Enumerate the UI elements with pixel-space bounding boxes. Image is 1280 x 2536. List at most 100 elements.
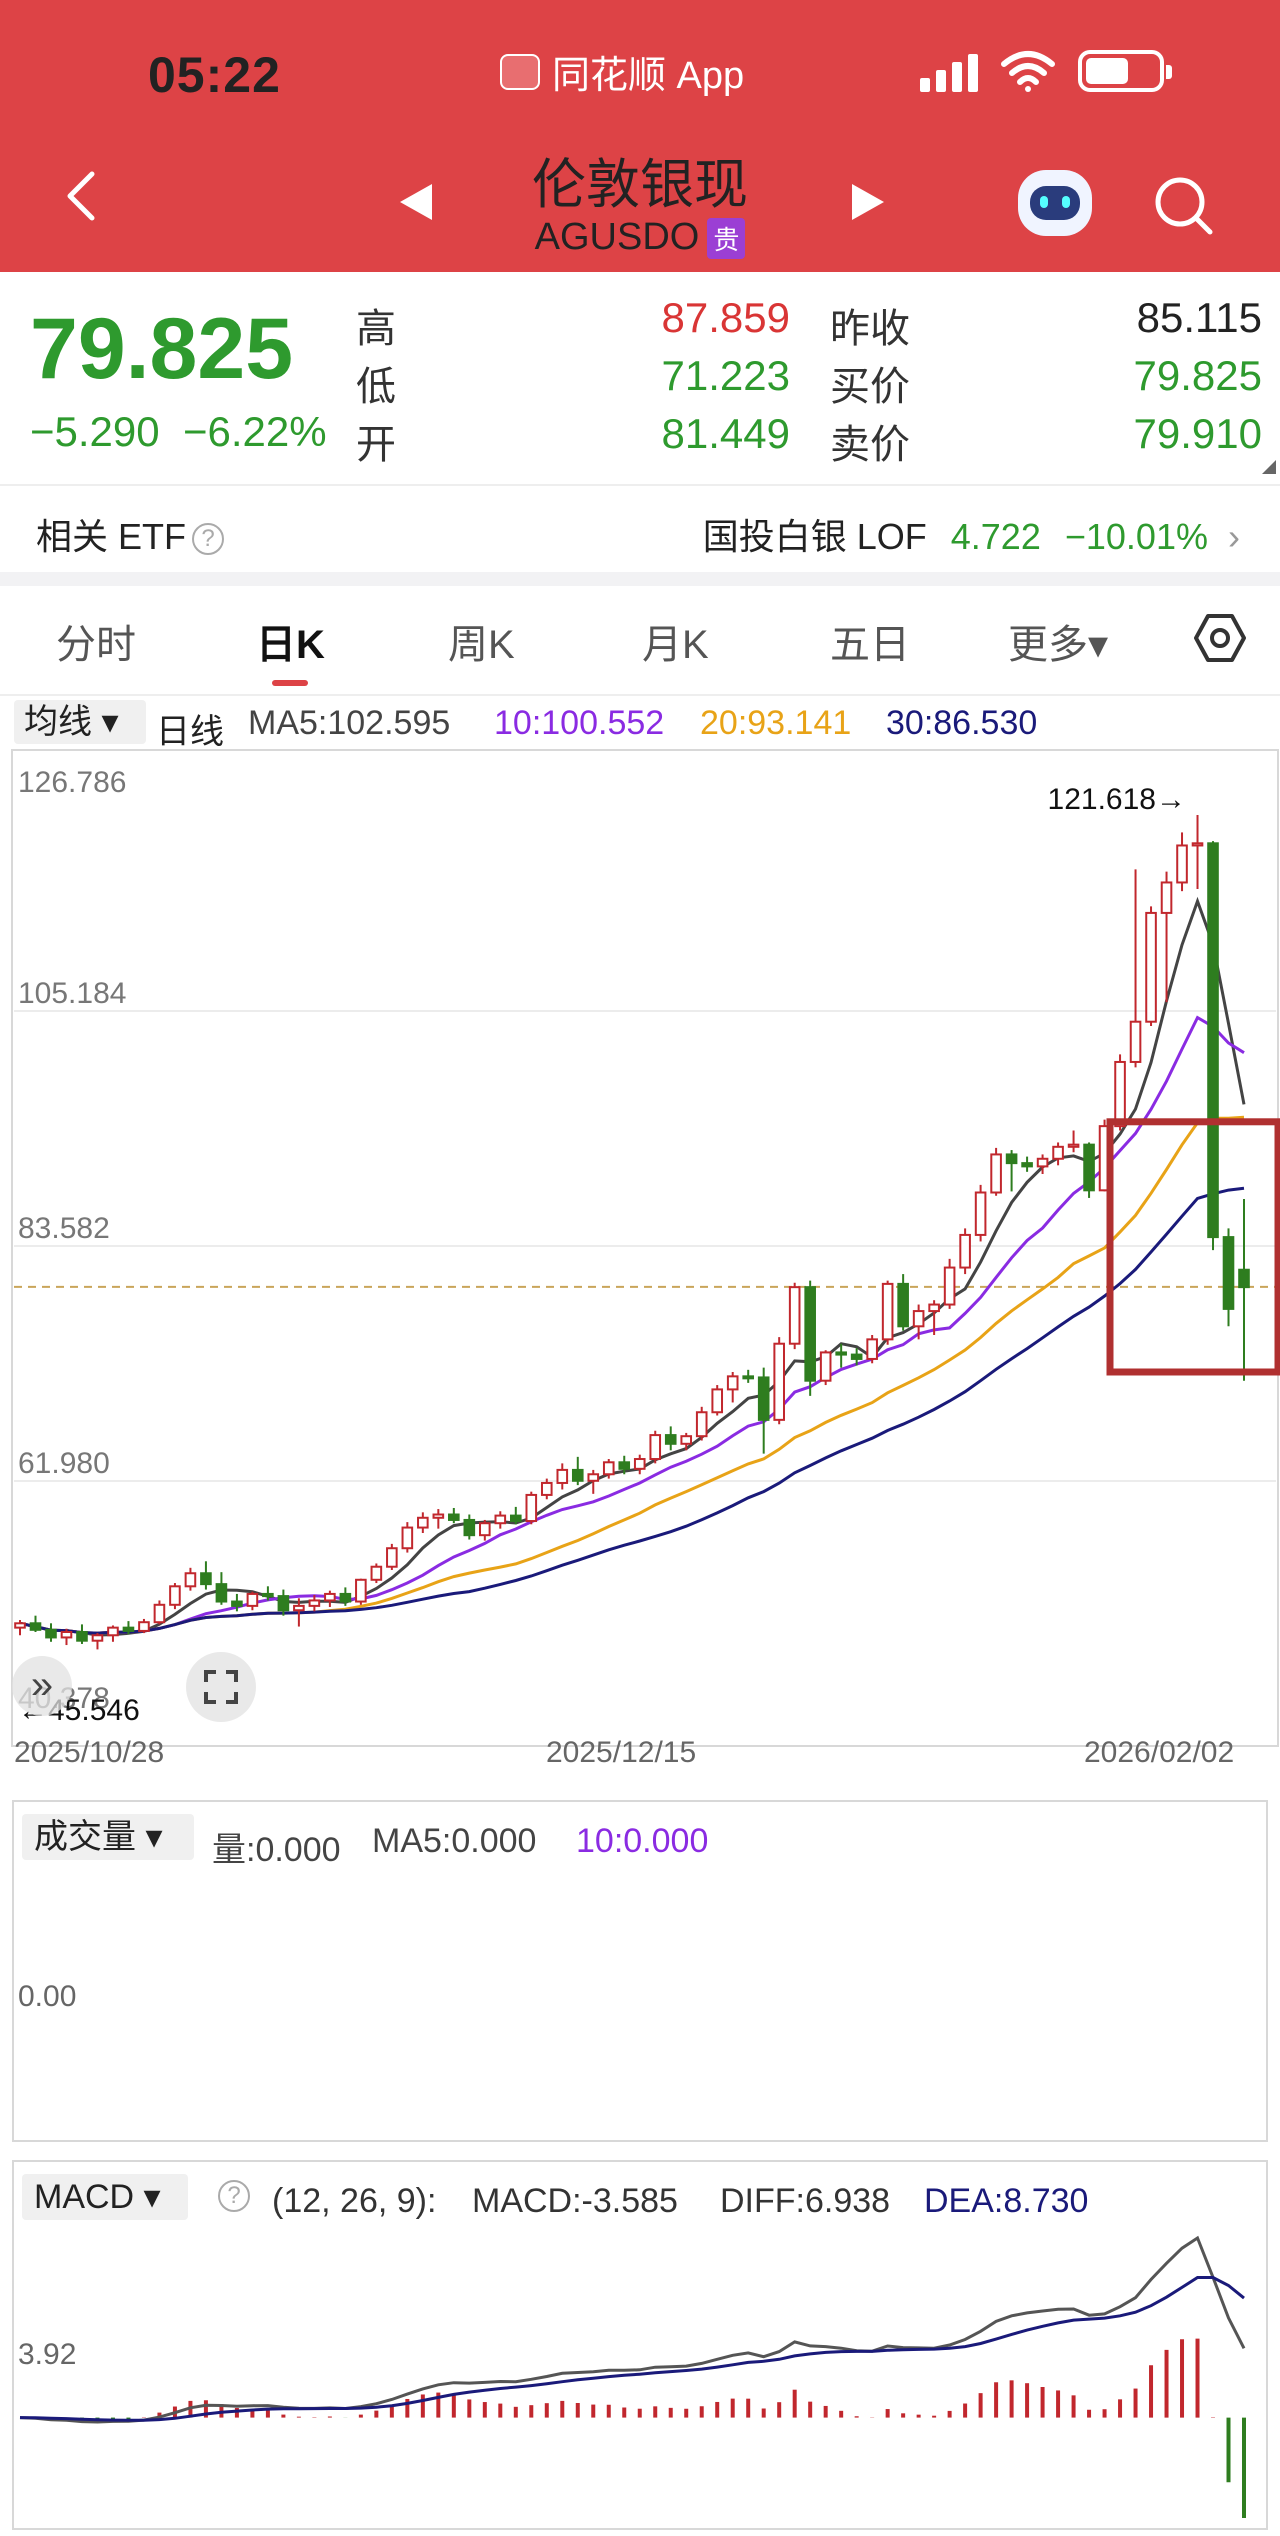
low-value: 71.223 [661, 352, 790, 399]
candle [757, 1367, 770, 1454]
candle-body [1005, 1153, 1018, 1165]
instrument-code: AGUSDO 贵 [0, 216, 1280, 260]
candle-body [540, 1481, 553, 1496]
candle-body [339, 1592, 352, 1603]
candle-body [757, 1376, 770, 1421]
candle-body [262, 1592, 274, 1598]
candle-body [1067, 1143, 1080, 1148]
macd-indicator-selector[interactable]: MACD ▾ [22, 2174, 188, 2220]
candle [835, 1343, 847, 1368]
status-app-indicator[interactable]: 同花顺 App [500, 44, 744, 99]
candle [602, 1459, 615, 1479]
next-instrument-icon[interactable] [850, 182, 886, 222]
etf-price: 4.722 [950, 516, 1041, 557]
candle [107, 1625, 119, 1642]
expand-sidebar-button[interactable]: » [12, 1656, 72, 1716]
related-etf-row[interactable] [0, 484, 1280, 572]
candle-body [448, 1513, 460, 1521]
x-tick-label: 2025/10/28 [14, 1736, 164, 1766]
price-change: −5.290 −6.22% [30, 408, 327, 456]
wifi-icon [1001, 51, 1055, 92]
candle [91, 1633, 104, 1650]
candle [912, 1304, 925, 1340]
candle-body [974, 1191, 987, 1236]
candle-body [355, 1578, 367, 1603]
candle-body [1083, 1143, 1095, 1192]
candle-body [184, 1572, 197, 1588]
indicator-selector[interactable]: 均线 ▾ [14, 700, 146, 744]
candle [308, 1595, 321, 1612]
candle-body [169, 1585, 181, 1606]
volume-indicator-selector[interactable]: 成交量 ▾ [22, 1814, 194, 1860]
candle [184, 1567, 197, 1591]
fullscreen-icon [204, 1670, 238, 1704]
candle [231, 1593, 243, 1612]
candle-body [602, 1461, 615, 1476]
etf-change: −10.01% [1064, 516, 1208, 557]
x-tick-label: 2026/02/02 [1084, 1736, 1234, 1766]
candle [819, 1350, 832, 1386]
candle-body [1191, 842, 1204, 847]
candle [1052, 1142, 1064, 1166]
candle-body [215, 1583, 228, 1603]
help-icon[interactable]: ? [192, 523, 224, 556]
ma20-line [19, 1115, 1245, 1635]
quote-expand-corner-icon[interactable] [1262, 460, 1276, 474]
tab-daily-k[interactable]: 日K [256, 623, 325, 667]
chart-period-tabs [0, 586, 1280, 696]
candle [1067, 1130, 1080, 1153]
candle [169, 1583, 181, 1610]
candlestick-chart[interactable]: 126.786105.18483.58261.98040.378121.618→… [0, 746, 1280, 1766]
candle [277, 1589, 290, 1616]
prev-instrument-icon[interactable] [398, 182, 434, 222]
change-value: −5.290 [30, 408, 160, 455]
candle-body [695, 1411, 708, 1438]
candle-body [432, 1513, 445, 1519]
candle [866, 1335, 878, 1364]
candle-body [990, 1153, 1002, 1194]
candle [571, 1456, 584, 1486]
candle [246, 1591, 259, 1611]
candle-body [122, 1626, 135, 1632]
tab-five-day[interactable]: 五日 [830, 623, 910, 667]
fullscreen-button[interactable] [186, 1652, 256, 1722]
candle [215, 1572, 228, 1605]
candle [850, 1348, 863, 1366]
candle-body [711, 1388, 724, 1414]
tab-more[interactable]: 更多▾ [1008, 623, 1109, 667]
candle-body [324, 1592, 336, 1602]
ask-label: 卖价 [830, 423, 910, 467]
y-tick-label: 61.980 [18, 1447, 110, 1480]
candle [1036, 1154, 1049, 1175]
candle [432, 1509, 445, 1529]
candle [540, 1478, 553, 1500]
macd-help-icon[interactable]: ? [218, 2180, 250, 2212]
candle [881, 1280, 894, 1345]
candle [726, 1371, 739, 1403]
candle-body [881, 1282, 894, 1341]
ai-assistant-robot-icon[interactable] [1018, 170, 1092, 236]
candle [324, 1590, 336, 1607]
candle-body [850, 1353, 863, 1360]
page-title: 伦敦银现 [532, 155, 748, 215]
macd-panel [12, 2160, 1268, 2530]
chart-settings-gear-icon[interactable] [1192, 610, 1248, 666]
candle-body [1129, 1020, 1142, 1063]
candle [509, 1506, 522, 1525]
candle-body [788, 1286, 801, 1345]
back-arrow-icon[interactable] [56, 170, 108, 222]
battery-icon [1078, 50, 1172, 92]
open-label: 开 [356, 423, 396, 467]
candle [633, 1454, 646, 1475]
candle-body [1052, 1145, 1064, 1160]
tab-intraday[interactable]: 分时 [56, 623, 136, 667]
tab-monthly-k[interactable]: 月K [642, 623, 709, 667]
candle [76, 1624, 88, 1644]
tab-weekly-k[interactable]: 周K [448, 623, 515, 667]
prev-close-label: 昨收 [830, 307, 910, 351]
candle [649, 1430, 662, 1464]
related-etf-info[interactable]: 国投白银 LOF 4.722 −10.01% › [703, 508, 1240, 560]
ma10-value: 10:100.552 [494, 704, 665, 742]
search-icon[interactable] [1150, 172, 1216, 238]
max-price-label: 121.618→ [1048, 783, 1186, 816]
